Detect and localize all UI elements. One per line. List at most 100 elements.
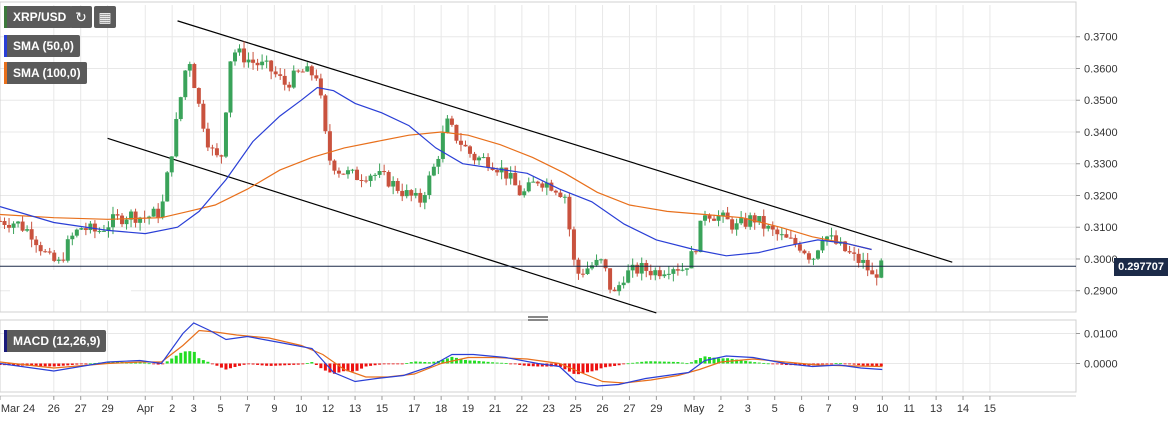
macd-histogram-bar: [698, 358, 702, 364]
sma50-line: [0, 86, 872, 257]
candle-body: [522, 191, 527, 196]
candle-body: [874, 274, 879, 278]
candle-body: [282, 75, 287, 85]
candle-body: [16, 221, 21, 224]
macd-histogram-bar: [491, 362, 495, 364]
candle-body: [101, 230, 106, 232]
x-tick-label: 9: [271, 403, 277, 415]
candle-body: [431, 166, 436, 176]
candle-body: [463, 144, 468, 147]
tick-labels: 0.3700 0.3600 0.3500 0.3400 0.3300 0.3200 0.31…: [1, 32, 1118, 415]
x-tick-label: 15: [984, 403, 996, 415]
macd-histogram-bar: [332, 363, 336, 374]
candle-body: [477, 157, 482, 161]
macd-histogram-bar: [43, 363, 47, 367]
macd-histogram-bar: [816, 363, 820, 365]
x-tick-label: 10: [876, 403, 888, 415]
macd-panel: [0, 322, 883, 387]
calendar-icon[interactable]: ▦: [94, 6, 116, 28]
macd-histogram-bar: [459, 358, 463, 364]
candle-body: [110, 214, 115, 228]
x-tick-label: 3: [745, 403, 751, 415]
candle-body: [626, 270, 631, 283]
x-tick-label: 5: [218, 403, 224, 415]
candle-body: [219, 155, 224, 157]
candle-body: [210, 147, 215, 149]
macd-histogram-bar: [712, 357, 716, 364]
symbol-text: XRP/USD: [13, 10, 67, 24]
candle-body: [748, 215, 753, 227]
candle-body: [870, 270, 875, 275]
candle-body: [2, 221, 7, 225]
macd-histogram-bar: [350, 363, 354, 372]
candle-body: [422, 195, 427, 203]
macd-histogram-bar: [540, 363, 544, 367]
x-tick-label: 22: [516, 403, 528, 415]
candle-body: [856, 253, 861, 263]
candle-body: [590, 265, 595, 269]
macd-histogram-bar: [405, 363, 409, 364]
x-tick-label: 2: [718, 403, 724, 415]
trendline: [177, 20, 953, 263]
macd-histogram-bar: [34, 363, 38, 367]
macd-histogram-bar: [143, 362, 147, 364]
candle-body: [793, 237, 798, 245]
candle-body: [192, 64, 197, 89]
candle-body: [549, 182, 554, 191]
y-tick-label: 0.3100: [1084, 222, 1118, 234]
candle-body: [562, 196, 567, 198]
candle-body: [653, 270, 658, 276]
macd-histogram-bar: [477, 361, 481, 364]
x-tick-label: 26: [596, 403, 608, 415]
candle-body: [287, 84, 292, 88]
macd-histogram-bar: [536, 363, 540, 367]
macd-histogram-bar: [468, 360, 472, 364]
x-tick-label: 13: [349, 403, 361, 415]
y-tick-label: 0.3500: [1084, 95, 1118, 107]
legend-sma100[interactable]: SMA (100,0): [4, 62, 87, 84]
macd-histogram-bar: [495, 362, 499, 364]
panel-resize-handle: [528, 316, 548, 318]
axes: [0, 1, 1080, 400]
x-tick-label: 10: [295, 403, 307, 415]
candle-body: [684, 268, 689, 270]
macd-histogram-bar: [183, 351, 187, 364]
macd-histogram-bar: [676, 362, 680, 364]
candle-body: [621, 282, 626, 286]
legend-sma50[interactable]: SMA (50,0): [4, 35, 80, 57]
candle-body: [630, 264, 635, 271]
candle-body: [467, 146, 472, 154]
macd-histogram-bar: [287, 363, 291, 366]
macd-histogram-bar: [364, 363, 368, 367]
macd-histogram-bar: [84, 363, 88, 365]
candle-body: [133, 211, 138, 223]
macd-histogram-bar: [12, 363, 16, 366]
candle-body: [183, 70, 188, 98]
macd-histogram-bar: [52, 363, 56, 367]
candle-body: [743, 218, 748, 227]
candle-body: [535, 181, 540, 184]
macd-histogram-bar: [283, 363, 287, 366]
macd-histogram-bar: [197, 358, 201, 364]
current-price-tag: 0.297707: [1114, 258, 1168, 276]
legend-macd[interactable]: MACD (12,26,9): [4, 330, 107, 352]
candle-body: [820, 240, 825, 251]
macd-histogram-bar: [721, 358, 725, 364]
blank-overlay: [10, 270, 131, 300]
candle-body: [458, 140, 463, 145]
candle-body: [599, 259, 604, 261]
y-tick-label: 0.3600: [1084, 63, 1118, 75]
candle-body: [594, 259, 599, 266]
grid-lines: [0, 5, 1076, 392]
candle-body: [0, 220, 2, 222]
y-tick-label: 0.3300: [1084, 159, 1118, 171]
candle-body: [680, 269, 685, 271]
macd-histogram-bar: [875, 363, 879, 367]
candle-body: [580, 273, 585, 275]
refresh-icon[interactable]: ↻: [70, 6, 92, 28]
candle-body: [20, 221, 25, 231]
candle-body: [635, 264, 640, 274]
macd-histogram-bar: [0, 363, 2, 365]
symbol-label[interactable]: XRP/USD: [4, 6, 73, 28]
